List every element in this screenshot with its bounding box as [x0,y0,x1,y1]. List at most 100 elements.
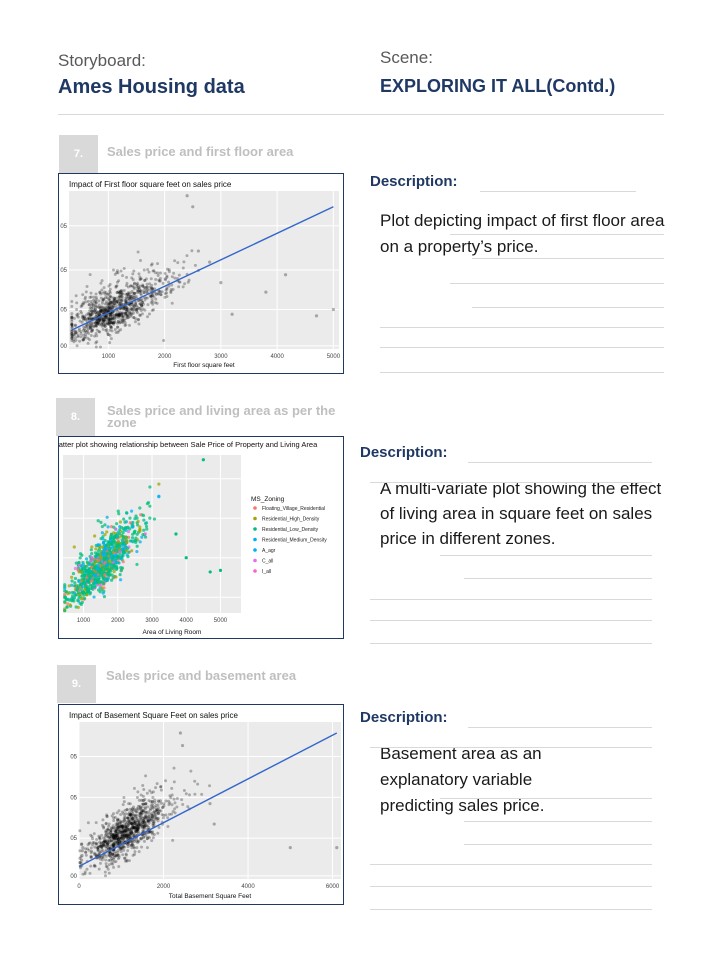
data-point [70,304,74,308]
data-point [219,281,223,285]
data-point [165,286,169,290]
data-point [83,870,87,874]
data-point [142,286,146,290]
data-point [148,293,152,297]
data-point [108,294,112,298]
data-point [110,532,114,536]
data-point [145,820,149,824]
data-point [131,831,135,835]
data-point [128,296,132,300]
data-point [133,825,137,829]
data-point [169,288,173,292]
data-point [123,835,127,839]
data-point [100,305,104,309]
data-point [121,853,125,857]
data-point [115,314,119,318]
data-point [156,819,160,823]
data-point [109,306,113,310]
data-point [121,820,125,824]
data-point [116,822,120,826]
data-point [182,789,186,793]
data-point [96,311,100,315]
data-point [110,326,114,330]
data-point [94,324,98,328]
data-point [131,817,135,821]
data-point [115,837,119,841]
data-point [139,812,143,816]
data-point [125,284,129,288]
data-point [119,819,123,823]
data-point [126,834,130,838]
data-point [153,801,157,805]
data-point [87,303,91,307]
data-point [186,805,190,809]
data-point [109,853,113,857]
data-point [141,820,145,824]
data-point [108,341,112,345]
data-point [137,814,141,818]
data-point [109,317,113,321]
data-point [112,843,116,847]
data-point [120,320,124,324]
data-point [101,308,105,312]
data-point [154,297,158,301]
data-point [129,816,133,820]
data-point [156,803,160,807]
data-point [102,324,106,328]
data-point [125,295,129,299]
data-point [101,298,105,302]
data-point [181,285,185,289]
data-point [111,268,115,272]
data-point [113,296,117,300]
data-point [139,811,143,815]
data-point [119,825,123,829]
data-point [129,835,133,839]
data-point [65,605,69,609]
data-point [163,295,167,299]
data-point [107,297,111,301]
data-point [112,836,116,840]
data-point [97,303,101,307]
data-point [101,818,105,822]
data-point [75,308,79,312]
data-point [109,566,113,570]
data-point [135,826,139,830]
data-point [93,585,97,589]
data-point [149,808,153,812]
data-point [122,288,126,292]
data-point [119,289,123,293]
data-point [157,808,161,812]
data-point [99,316,103,320]
data-point [165,287,169,291]
data-point [162,339,166,343]
data-point [131,821,135,825]
data-point [87,562,92,567]
data-point [68,603,72,607]
data-point [124,825,128,829]
data-point [103,310,107,314]
data-point [70,337,74,341]
data-point [124,305,128,309]
data-point [102,826,106,830]
data-point [80,842,84,846]
data-point [97,836,101,840]
data-point [117,826,121,830]
data-point [150,815,154,819]
data-point [108,323,112,327]
data-point [154,291,158,295]
data-point [127,834,131,838]
data-point [137,825,141,829]
data-point [150,839,154,843]
data-point [84,290,88,294]
data-point [133,320,137,324]
data-point [111,832,115,836]
data-point [145,288,149,292]
data-point [73,566,78,571]
data-point [126,842,130,846]
data-point [104,821,108,825]
data-point [140,535,144,539]
data-point [112,826,116,830]
data-point [146,819,150,823]
data-point [93,334,97,338]
data-point [124,826,128,830]
